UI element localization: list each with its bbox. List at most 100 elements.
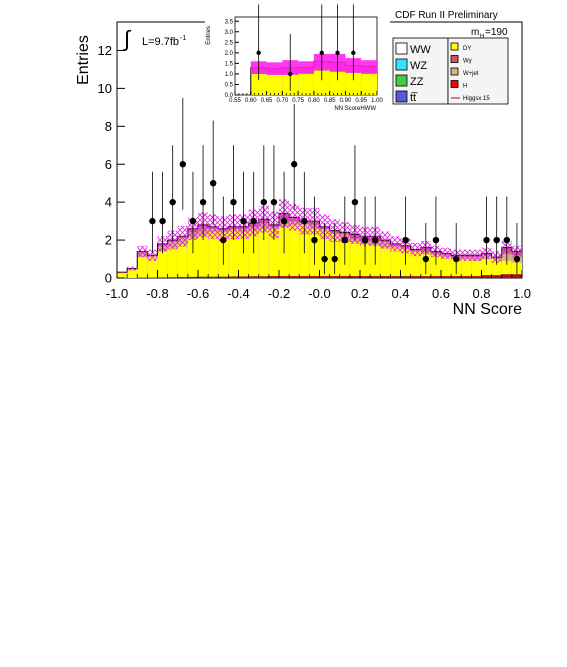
main-higgs-bar [501, 274, 512, 278]
inset-y-tick-label: 3.5 [225, 19, 234, 25]
right-legend-label: H [463, 84, 467, 90]
right-legend-swatch [450, 80, 459, 88]
main-data-point [351, 198, 359, 206]
main-y-tick-label: 0 [105, 271, 112, 286]
main-dy-bar [481, 259, 492, 278]
main-higgs-bar [511, 274, 522, 278]
left-legend-swatch [395, 74, 408, 87]
main-uncertainty-band [208, 214, 219, 240]
right-legend-label: Wγ [463, 59, 472, 65]
main-uncertainty-band [461, 249, 472, 261]
main-x-tick-label: -0.4 [227, 286, 249, 301]
main-y-tick-label: 6 [105, 157, 112, 172]
main-data-point [321, 255, 328, 263]
main-x-tick-label: -0.6 [187, 286, 209, 301]
main-data-point [209, 179, 217, 187]
inset-x-tick-label: 0.60 [245, 98, 257, 104]
main-dy-bar [127, 270, 138, 278]
main-uncertainty-band [147, 249, 158, 261]
main-higgs-bar [430, 276, 441, 278]
main-dy-bar [198, 234, 209, 278]
inset-dy-bar [313, 70, 330, 95]
y-axis-title: Entries [75, 35, 92, 85]
main-uncertainty-band [117, 271, 128, 274]
main-dy-bar [228, 230, 239, 278]
inset-dy-bar [250, 73, 267, 95]
main-data-point [331, 255, 338, 263]
left-legend-label: tt̅ [410, 92, 418, 104]
inset-x-tick-label: 0.80 [308, 98, 320, 104]
main-axes: -1.0 -0.8 -0.6 -0.4 -0.2 -0.0 0.2 0.4 0.6 0.8 1.00… [98, 43, 532, 301]
main-data-point [513, 255, 521, 263]
inset-y-tick-label: 1.0 [225, 72, 234, 78]
main-higgs-bar [400, 276, 411, 278]
main-dy-bar [390, 247, 401, 278]
main-higgs-bar [177, 277, 188, 278]
integral-symbol: ∫ [122, 26, 132, 51]
main-higgs-bar [339, 276, 350, 278]
inset-uncertainty-band [266, 62, 283, 75]
main-higgs-bar [451, 276, 462, 278]
main-dy-bar [491, 259, 502, 278]
main-dy-bar [258, 228, 269, 278]
main-uncertainty-band [390, 236, 401, 252]
main-dy-bar [471, 260, 482, 278]
mass-subscript: H [480, 34, 484, 40]
main-dy-bar [410, 251, 421, 278]
main-y-tick-label: 10 [98, 81, 112, 96]
main-dy-bar [137, 257, 148, 278]
main-higgs-bar [167, 277, 178, 278]
main-data-point [169, 198, 176, 206]
inset-data-point [288, 71, 293, 77]
main-higgs-bar [410, 276, 421, 278]
main-data-point [220, 236, 227, 244]
right-legend-label: W+jet [463, 71, 479, 77]
inset-dy-bar [266, 73, 283, 95]
main-plot-area [116, 97, 522, 278]
main-higgs-bar [319, 276, 330, 278]
inset-dy-bar [298, 72, 314, 95]
main-higgs-bar [198, 276, 209, 278]
main-y-tick-label: 4 [105, 195, 112, 210]
luminosity-label: ∫ L=9.7fb -1 [122, 26, 186, 51]
main-dy-bar [349, 241, 360, 278]
main-dy-bar [289, 224, 300, 278]
inset-x-tick-label: 1.00 [371, 98, 383, 104]
left-legend-swatch [395, 42, 408, 55]
right-legend-label: Higgsx 15 [463, 96, 490, 102]
main-dy-bar [430, 255, 441, 278]
inset-y-tick-label: 2.0 [225, 51, 234, 57]
main-higgs-bar [309, 276, 320, 278]
main-uncertainty-band [127, 266, 138, 271]
inset-y-tick-label: 0.5 [225, 83, 234, 89]
left-legend-swatch [395, 90, 408, 103]
main-higgs-bar [299, 276, 310, 278]
main-data-point [311, 236, 318, 244]
x-axis-title: NN Score [453, 301, 522, 318]
inset-uncertainty-band [298, 61, 314, 74]
main-x-tick-label: 0.4 [391, 286, 409, 301]
main-dy-bar [441, 257, 452, 278]
main-x-tick-label: 0.8 [472, 286, 490, 301]
main-higgs-bar [491, 275, 502, 278]
lumi-value: L=9.7fb [142, 36, 179, 48]
main-data-point [280, 217, 288, 225]
main-higgs-bar [228, 276, 239, 278]
inset-dy-bar [345, 72, 362, 95]
main-x-tick-label: 0.2 [351, 286, 369, 301]
inset-uncertainty-band [361, 60, 377, 73]
inset-dy-bar [329, 71, 346, 95]
main-dy-bar [208, 232, 219, 278]
legend-right: DY Wγ W+jet H Higgsx 15 [450, 42, 490, 102]
inset-plot-area [250, 4, 377, 95]
main-data-point [159, 217, 166, 225]
main-dy-bar [187, 238, 198, 278]
right-legend-swatch [450, 55, 459, 63]
inset-y-tick-label: 2.5 [225, 40, 234, 46]
left-legend-label: WW [410, 44, 431, 56]
main-x-tick-label: -1.0 [106, 286, 128, 301]
main-higgs-bar [208, 276, 219, 278]
main-y-tick-label: 12 [98, 43, 112, 58]
main-uncertainty-band [137, 245, 148, 258]
